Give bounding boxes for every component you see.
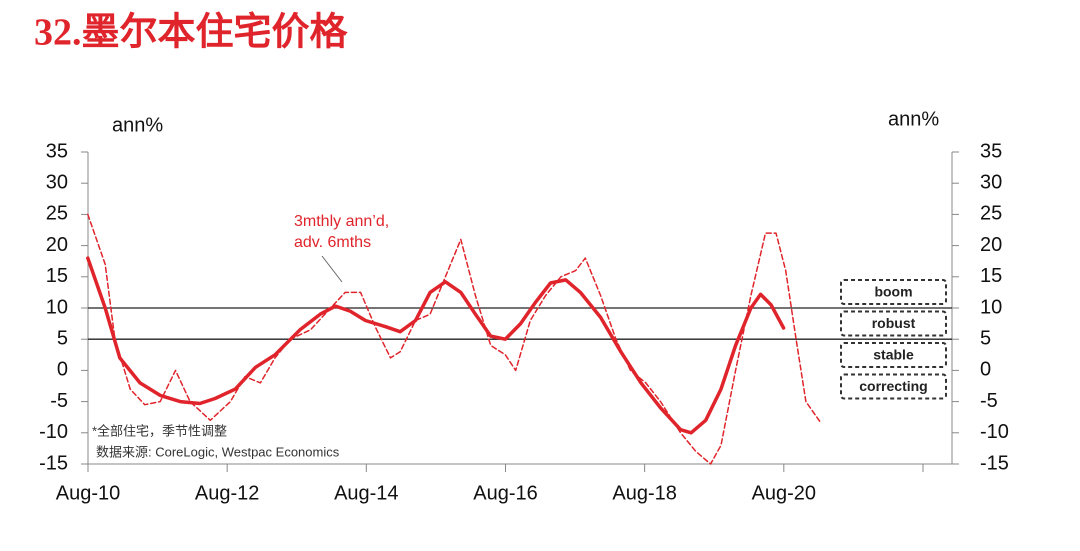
regime-box: [840, 279, 947, 305]
y-tick-label: 20: [46, 234, 68, 256]
x-tick-label: Aug-12: [195, 482, 260, 504]
x-tick-label: Aug-10: [56, 482, 121, 504]
y-tick-label: 10: [46, 296, 68, 318]
y-tick-label: 0: [57, 359, 68, 381]
regime-label: robust: [872, 315, 916, 331]
series-line: [87, 213, 822, 465]
annotation-leader: [321, 255, 343, 283]
y-tick-label: 5: [57, 327, 68, 349]
regime-box: [840, 342, 947, 368]
y2-tick-label: 20: [980, 234, 1002, 256]
y2-tick-label: 15: [980, 265, 1002, 287]
annotation: adv. 6mths: [294, 234, 371, 251]
y-axis-label: ann%: [112, 114, 163, 136]
note: *全部住宅，季节性调整: [92, 423, 227, 438]
y-tick-label: 35: [46, 140, 68, 162]
regime-label: correcting: [859, 378, 927, 394]
y2-tick-label: 5: [980, 327, 991, 349]
regime-label: stable: [873, 347, 914, 363]
x-tick-label: Aug-16: [473, 482, 538, 504]
regime-label: boom: [874, 284, 912, 300]
y-tick-label: 30: [46, 171, 68, 193]
x-tick-label: Aug-18: [612, 482, 677, 504]
x-tick-label: Aug-20: [752, 482, 817, 504]
y2-tick-label: 30: [980, 171, 1002, 193]
y2-axis-label: ann%: [888, 108, 939, 130]
x-tick-label: Aug-14: [334, 482, 399, 504]
chart-title: 32.墨尔本住宅价格: [34, 11, 349, 54]
annotation: 3mthly ann’d,: [294, 213, 389, 230]
y2-tick-label: 0: [980, 359, 991, 381]
note: 数据来源: CoreLogic, Westpac Economics: [96, 444, 340, 459]
y-tick-label: -10: [39, 421, 68, 443]
y2-tick-label: -15: [980, 452, 1009, 474]
y2-tick-label: 10: [980, 296, 1002, 318]
y2-tick-label: -5: [980, 390, 998, 412]
y2-tick-label: 35: [980, 140, 1002, 162]
regime-box: [840, 373, 947, 400]
y-tick-label: 15: [46, 265, 68, 287]
y2-tick-label: -10: [980, 421, 1009, 443]
y2-tick-label: 25: [980, 203, 1002, 225]
y-tick-label: 25: [46, 203, 68, 225]
y-tick-label: -15: [39, 452, 68, 474]
y-tick-label: -5: [50, 390, 68, 412]
series-line: [86, 256, 786, 435]
regime-box: [840, 310, 947, 337]
